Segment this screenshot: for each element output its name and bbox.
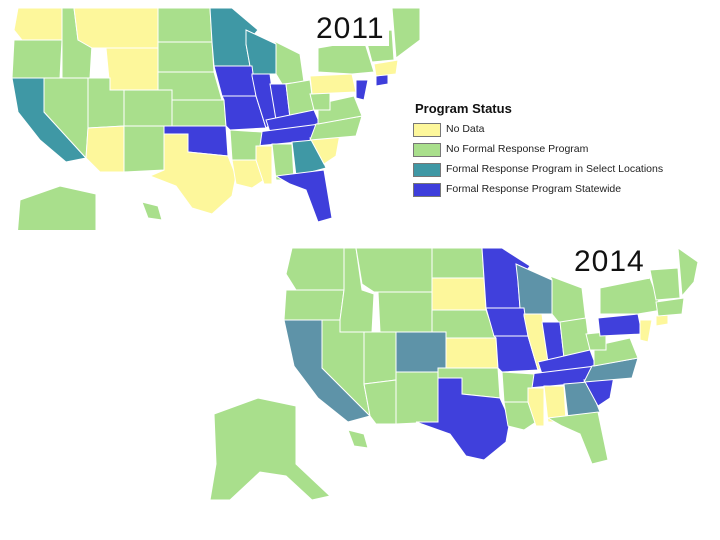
state-arizona [363,379,397,425]
state-louisiana [231,159,265,189]
state-massachusetts [655,297,685,317]
state-new-jersey [355,79,369,101]
state-wyoming [377,291,433,333]
state-hawaii [141,201,163,221]
legend-swatch-no-program [413,143,441,157]
state-new-york [599,277,663,315]
state-hawaii [347,429,369,449]
state-oregon [11,39,63,79]
state-illinois [251,73,277,129]
state-florida [546,411,609,465]
state-maine [391,7,420,59]
state-michigan [548,275,587,325]
state-south-dakota [157,41,215,73]
year-label-2011: 2011 [312,12,389,46]
state-florida [274,169,333,223]
states-2011 [11,7,420,230]
state-iowa [485,307,529,337]
state-kansas [445,337,499,369]
legend-title: Program Status [415,101,512,116]
state-louisiana [503,401,537,431]
state-maine [677,246,699,298]
state-new-mexico [395,371,439,425]
state-texas [148,133,237,215]
state-mississippi [255,145,273,185]
state-massachusetts [373,59,399,77]
state-new-mexico [123,125,165,173]
state-illinois [523,313,549,371]
state-washington [13,7,63,41]
state-west-virginia [309,91,331,111]
state-vermont-nh [649,267,681,301]
state-utah [363,331,397,385]
legend-label-statewide: Formal Response Program Statewide [446,183,622,195]
legend: Program Status No Data No Formal Respons… [410,96,710,206]
state-alaska [17,185,97,230]
state-alaska [209,397,332,501]
legend-label-no-data: No Data [446,123,485,135]
state-new-jersey [639,319,653,343]
state-arizona [85,125,125,173]
state-mississippi [527,387,545,427]
state-washington [285,247,345,291]
year-label-2014: 2014 [570,245,649,279]
map-2011 [11,7,420,230]
state-colorado [395,331,447,373]
legend-label-select-locations: Formal Response Program in Select Locati… [446,163,664,175]
state-north-dakota [157,7,213,43]
state-kansas [171,99,227,127]
legend-swatch-select-locations [413,163,441,177]
state-wisconsin [515,263,553,315]
state-texas [415,377,511,461]
state-north-dakota [431,247,485,279]
states-2014 [209,246,699,501]
state-oregon [283,289,345,321]
state-wyoming [105,47,159,91]
state-montana [73,7,159,49]
legend-swatch-no-data [413,123,441,137]
legend-swatch-statewide [413,183,441,197]
state-michigan [271,39,305,85]
state-pennsylvania [597,313,643,337]
state-pennsylvania [309,73,357,95]
legend-label-no-program: No Formal Response Program [446,143,589,155]
state-montana [355,247,433,293]
state-south-dakota [431,277,487,311]
state-colorado [123,89,173,127]
state-iowa [213,65,257,97]
map-2014 [209,246,699,501]
